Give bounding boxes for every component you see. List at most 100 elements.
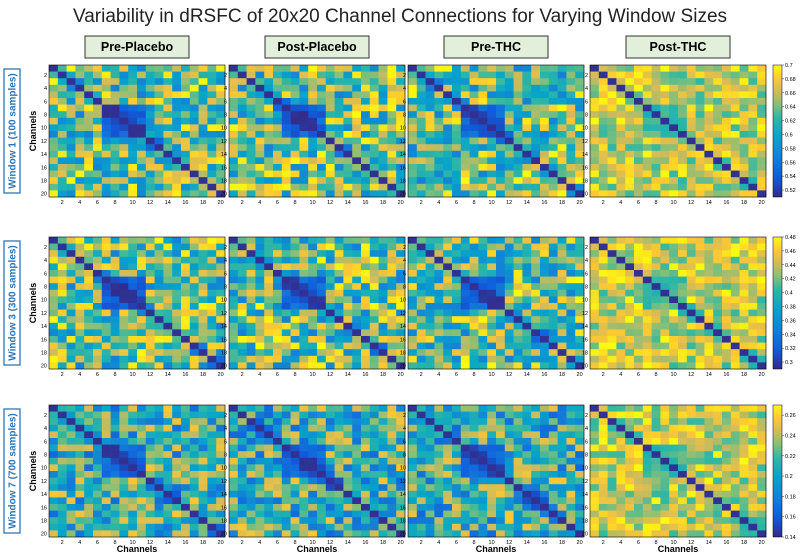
heatmap-cell xyxy=(145,510,155,518)
heatmap-cell xyxy=(66,276,76,284)
heatmap-cell xyxy=(695,84,705,92)
heatmap-cell xyxy=(566,355,576,363)
heatmap-cell xyxy=(739,170,749,178)
heatmap-cell xyxy=(496,177,506,185)
heatmap-cell xyxy=(84,329,94,337)
heatmap-cell xyxy=(625,484,635,492)
heatmap-cell xyxy=(748,276,758,284)
heatmap-cell xyxy=(590,111,600,119)
heatmap-cell xyxy=(281,517,291,525)
heatmap-cell xyxy=(504,71,514,79)
heatmap-cell xyxy=(704,164,714,171)
heatmap-cell xyxy=(378,484,388,492)
heatmap-cell xyxy=(163,349,173,357)
heatmap-cell xyxy=(216,342,226,350)
heatmap-cell xyxy=(504,237,514,244)
heatmap-cell xyxy=(739,84,749,92)
heatmap-cell xyxy=(189,131,199,138)
heatmap-cell xyxy=(163,322,173,330)
heatmap-cell xyxy=(308,71,318,79)
heatmap-cell xyxy=(207,111,217,119)
heatmap-cell xyxy=(704,504,714,511)
heatmap-cell xyxy=(369,457,379,465)
heatmap-cell xyxy=(590,263,600,271)
heatmap-cell xyxy=(110,150,120,158)
heatmap-cell xyxy=(255,504,265,511)
heatmap-cell xyxy=(343,183,353,191)
heatmap-cell xyxy=(531,523,541,531)
heatmap-cell xyxy=(369,183,379,191)
heatmap-cell xyxy=(325,164,335,171)
heatmap-cell xyxy=(522,322,532,330)
heatmap-cell xyxy=(237,131,247,138)
y-tick-label: 14 xyxy=(400,324,406,330)
heatmap-cell xyxy=(145,471,155,478)
heatmap-cell xyxy=(163,84,173,92)
heatmap-cell xyxy=(704,322,714,330)
heatmap-cell xyxy=(540,523,550,531)
heatmap-cell xyxy=(452,349,462,357)
heatmap-cell xyxy=(713,362,723,370)
heatmap-cell xyxy=(181,497,191,505)
heatmap-cell xyxy=(361,84,371,92)
heatmap-cell xyxy=(722,336,732,343)
heatmap-cell xyxy=(730,504,740,511)
heatmap-cell xyxy=(343,71,353,79)
heatmap-cell xyxy=(66,157,76,165)
heatmap-cell xyxy=(469,510,479,518)
heatmap-cell xyxy=(93,84,103,92)
heatmap-cell xyxy=(678,424,688,432)
heatmap-cell xyxy=(343,336,353,343)
heatmap-cell xyxy=(290,296,300,304)
heatmap-cell xyxy=(669,183,679,191)
heatmap-cell xyxy=(730,71,740,79)
heatmap-cell xyxy=(66,303,76,310)
heatmap-cell xyxy=(452,504,462,511)
heatmap-cell xyxy=(273,250,283,258)
heatmap-cell xyxy=(396,91,406,99)
heatmap-cell xyxy=(181,405,191,412)
heatmap-cell xyxy=(634,504,644,511)
heatmap-cell xyxy=(513,349,523,357)
heatmap-cell xyxy=(154,177,164,185)
heatmap-cell xyxy=(425,91,435,99)
heatmap-cell xyxy=(387,183,397,191)
heatmap-cell xyxy=(334,104,344,112)
heatmap-cell xyxy=(478,336,488,343)
heatmap-cell xyxy=(598,157,608,165)
heatmap-cell xyxy=(57,411,67,419)
heatmap-cell xyxy=(343,250,353,258)
heatmap-cell xyxy=(75,418,85,426)
heatmap-cell xyxy=(119,362,129,370)
heatmap-cell xyxy=(686,237,696,244)
heatmap-cell xyxy=(189,464,199,472)
heatmap-cell xyxy=(387,517,397,525)
heatmap-cell xyxy=(396,283,406,291)
heatmap-cell xyxy=(145,418,155,426)
heatmap-cell xyxy=(207,303,217,310)
heatmap-cell xyxy=(110,71,120,79)
heatmap-cell xyxy=(557,431,567,439)
y-tick-label: 10 xyxy=(400,298,406,304)
heatmap-cell xyxy=(669,144,679,152)
heatmap-cell xyxy=(396,342,406,350)
heatmap-cell xyxy=(513,517,523,525)
heatmap-cell xyxy=(378,104,388,112)
heatmap-cell xyxy=(163,111,173,119)
heatmap-cell xyxy=(396,131,406,138)
heatmap-cell xyxy=(119,431,129,439)
heatmap-cell xyxy=(154,111,164,119)
y-tick-label: 12 xyxy=(400,139,406,145)
heatmap-cell xyxy=(290,117,300,125)
heatmap-cell xyxy=(704,263,714,271)
heatmap-cell xyxy=(625,131,635,138)
heatmap-cell xyxy=(299,256,309,264)
heatmap-cell xyxy=(163,342,173,350)
x-tick-label: 14 xyxy=(524,372,530,378)
heatmap-cell xyxy=(713,405,723,412)
heatmap-cell xyxy=(154,131,164,138)
panel-frame xyxy=(407,404,585,538)
x-tick-label: 2 xyxy=(420,372,423,378)
heatmap-cell xyxy=(642,329,652,337)
